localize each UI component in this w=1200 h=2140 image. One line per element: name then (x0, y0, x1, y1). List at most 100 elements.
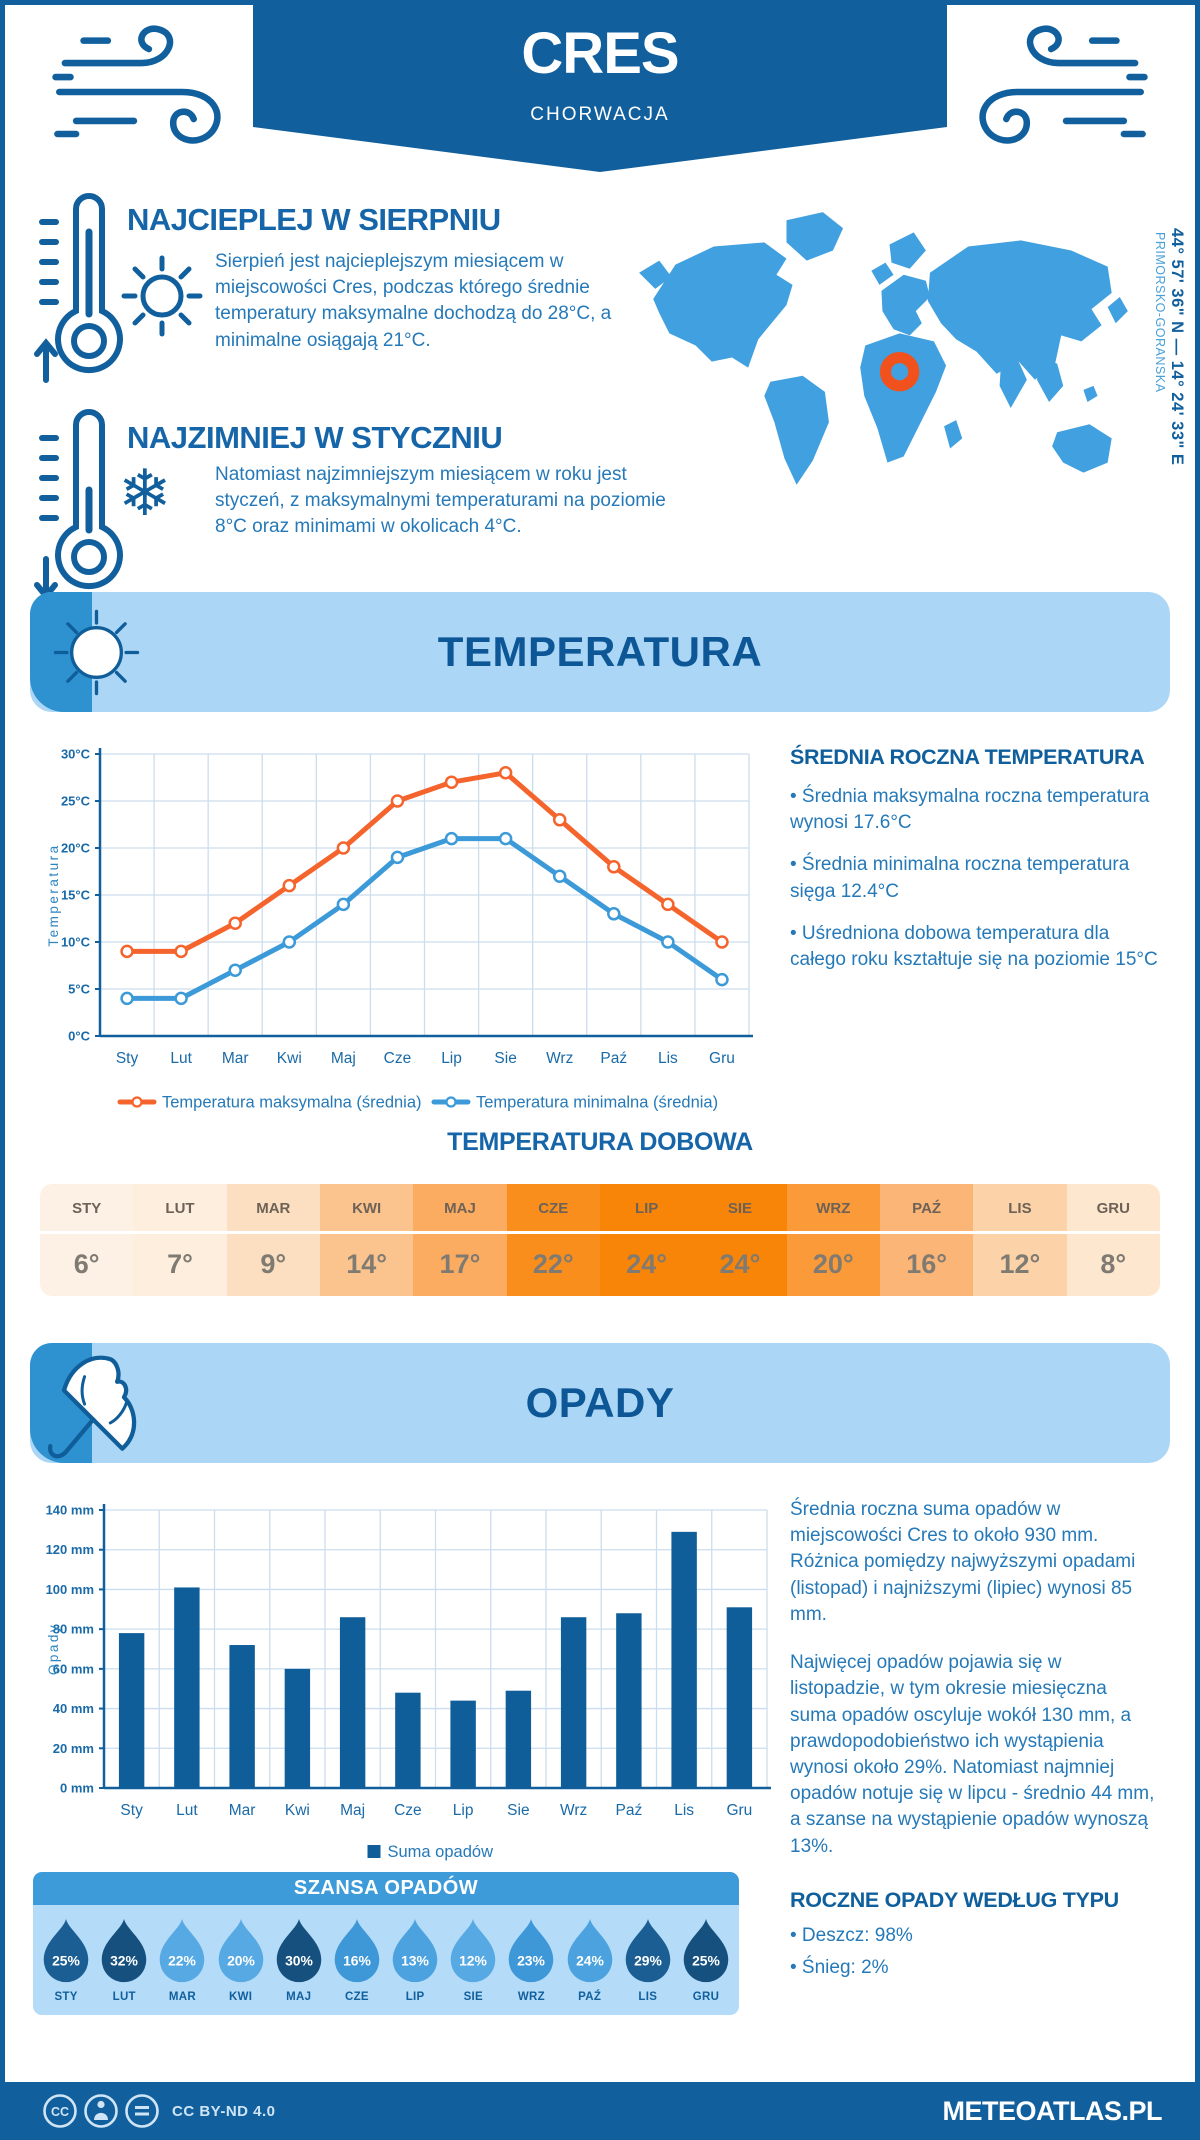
svg-text:16%: 16% (343, 1952, 371, 1968)
daily-table-month: STY (40, 1184, 134, 1234)
svg-text:10°C: 10°C (61, 935, 91, 950)
chance-drop: 23% WRZ (502, 1917, 560, 2003)
daily-table-month: MAJ (413, 1184, 507, 1234)
temperature-section-title: TEMPERATURA (437, 628, 763, 675)
droplet-icon: 32% (101, 1919, 147, 1983)
svg-text:120 mm: 120 mm (46, 1542, 94, 1557)
svg-text:Wrz: Wrz (546, 1050, 573, 1067)
svg-text:Temperatura maksymalna (średni: Temperatura maksymalna (średnia) (162, 1094, 422, 1112)
droplet-icon: 30% (276, 1919, 322, 1983)
precipitation-section-title: OPADY (525, 1379, 675, 1426)
daily-table-month: WRZ (786, 1184, 880, 1234)
daily-table-column: MAJ 17° (413, 1184, 507, 1296)
license-text: CC BY-ND 4.0 (172, 2102, 276, 2120)
daily-table-value: 24° (599, 1234, 694, 1296)
droplet-icon: 25% (683, 1919, 729, 1983)
svg-text:20%: 20% (227, 1952, 255, 1968)
svg-text:30°C: 30°C (61, 747, 91, 762)
person-icon (94, 2100, 108, 2120)
wind-icon (979, 25, 1148, 144)
svg-text:22%: 22% (169, 1952, 197, 1968)
daily-table-column: STY 6° (40, 1184, 134, 1296)
svg-text:40 mm: 40 mm (53, 1701, 94, 1716)
svg-text:29%: 29% (634, 1952, 662, 1968)
daily-table-value: 16° (879, 1234, 974, 1296)
warmest-title: NAJCIEPLEJ W SIERPNIU (127, 202, 501, 237)
svg-text:20 mm: 20 mm (53, 1741, 94, 1756)
thermometer-high-icon (34, 193, 123, 383)
svg-text:Gru: Gru (709, 1050, 735, 1067)
droplet-icon: 13% (392, 1919, 438, 1983)
precipitation-type-bullet: • Śnieg: 2% (790, 1957, 889, 1979)
svg-text:32%: 32% (110, 1952, 138, 1968)
chance-drop-month: MAJ (286, 1991, 312, 2003)
svg-text:20°C: 20°C (61, 841, 91, 856)
svg-text:Suma opadów: Suma opadów (388, 1843, 494, 1861)
umbrella-icon (48, 1355, 137, 1459)
svg-text:15°C: 15°C (61, 888, 91, 903)
daily-table-column: GRU 8° (1066, 1184, 1160, 1296)
precipitation-paragraph: Najwięcej opadów pojawia się w listopadz… (790, 1652, 1155, 1857)
chance-drop: 24% PAŹ (561, 1917, 619, 2003)
cc-icon: CC (51, 2105, 69, 2119)
precipitation-bar-chart: 0 mm 20 mm 40 mm 60 mm 80 mm 100 mm 120 mm 140 … (46, 1503, 771, 1861)
daily-table-value: 6° (40, 1234, 134, 1296)
droplet-icon: 22% (160, 1919, 205, 1983)
annual-temperature-title: ŚREDNIA ROCZNA TEMPERATURA (790, 745, 1145, 769)
daily-table-month: GRU (1066, 1184, 1160, 1234)
daily-table-month: SIE (693, 1184, 787, 1234)
precipitation-paragraph: Średnia roczna suma opadów w miejscowośc… (790, 1499, 1136, 1625)
svg-text:Lut: Lut (176, 1802, 198, 1819)
svg-text:23%: 23% (518, 1952, 546, 1968)
chance-drop-month: LIP (405, 1991, 425, 2003)
svg-text:12%: 12% (459, 1952, 487, 1968)
chance-drop: 22% MAR (153, 1917, 211, 2003)
chance-drop-month: LIS (638, 1991, 658, 2003)
annual-temp-bullet: • Średnia minimalna roczna temperatura s… (790, 854, 1130, 902)
chance-drop: 30% MAJ (270, 1917, 328, 2003)
region-text: PRIMORSKO-GORANSKA (1153, 232, 1167, 393)
svg-text:24%: 24% (576, 1952, 604, 1968)
chance-drop: 25% GRU (677, 1917, 735, 2003)
annual-temp-bullet: • Uśredniona dobowa temperatura dla całe… (790, 922, 1158, 971)
svg-text:Paź: Paź (600, 1050, 627, 1067)
svg-text:Lip: Lip (441, 1050, 462, 1067)
daily-table-month: PAŹ (879, 1184, 974, 1234)
svg-text:140 mm: 140 mm (46, 1503, 94, 1518)
droplet-icon: 23% (509, 1919, 554, 1983)
precipitation-type-bullet: • Deszcz: 98% (790, 1925, 913, 1946)
svg-text:Paź: Paź (616, 1802, 643, 1819)
svg-text:Sty: Sty (116, 1050, 139, 1067)
precipitation-chance-panel: SZANSA OPADÓW 25% STY 32% LUT 22% MAR 20% KWI 30… (33, 1872, 739, 2015)
daily-table-value: 12° (973, 1234, 1067, 1296)
thermometer-low-icon (34, 409, 123, 601)
warmest-text: Sierpień jest najcieplejszym miesiącem w… (215, 251, 612, 351)
equals-icon (135, 2106, 149, 2116)
svg-text:Gru: Gru (726, 1802, 752, 1819)
temperature-line-chart: 0°C 5°C 10°C 15°C 20°C 25°C 30°C Sty Lut Mar Kwi Ma… (46, 747, 753, 1112)
chance-drop-month: PAŹ (578, 1991, 602, 2003)
svg-text:Kwi: Kwi (277, 1050, 302, 1067)
svg-text:Kwi: Kwi (285, 1802, 310, 1819)
droplet-icon: 29% (625, 1919, 671, 1983)
daily-table-column: SIE 24° (693, 1184, 787, 1296)
daily-table-column: MAR 9° (226, 1184, 320, 1296)
world-map (639, 212, 1128, 485)
svg-text:Wrz: Wrz (560, 1802, 587, 1819)
banner-chevron-shape (253, 0, 947, 172)
daily-table-month: MAR (226, 1184, 320, 1234)
svg-text:Mar: Mar (222, 1050, 249, 1067)
svg-text:60 mm: 60 mm (53, 1661, 94, 1676)
chance-drop: 13% LIP (386, 1917, 444, 2003)
annual-temp-bullet: • Średnia maksymalna roczna temperatura … (790, 786, 1150, 834)
svg-text:25°C: 25°C (61, 794, 91, 809)
chance-drop-month: GRU (692, 1991, 720, 2003)
chance-drop: 16% CZE (328, 1917, 386, 2003)
cc-license-icons: CC (43, 2094, 159, 2128)
daily-table-value: 17° (413, 1234, 507, 1296)
svg-text:25%: 25% (52, 1952, 80, 1968)
chance-drop-month: STY (54, 1991, 78, 2003)
svg-text:Lip: Lip (453, 1802, 474, 1819)
chance-drop-month: SIE (463, 1991, 483, 2003)
